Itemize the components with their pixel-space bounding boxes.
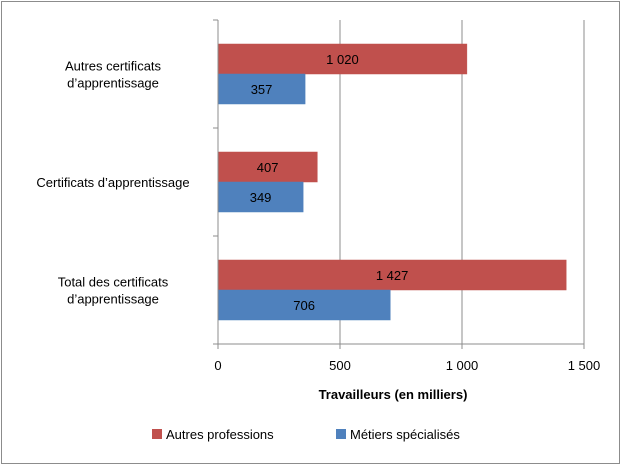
x-tick-label: 1 500 <box>568 358 601 373</box>
bar <box>217 259 567 291</box>
category-label: Autres certificats d’apprentissage <box>65 59 162 91</box>
bar-labels: 1 020 357 407 349 1 427 706 <box>250 52 409 313</box>
bar-value-label: 357 <box>251 82 273 97</box>
bar-value-label: 1 020 <box>326 52 359 67</box>
bar-value-label: 1 427 <box>376 268 409 283</box>
bar <box>217 289 391 321</box>
bars <box>217 43 567 321</box>
tick-labels: 0 500 1 000 1 500 <box>214 358 600 373</box>
bar-value-label: 706 <box>293 298 315 313</box>
bar <box>217 151 318 183</box>
x-tick-label: 0 <box>214 358 221 373</box>
legend-swatch <box>152 429 162 439</box>
legend-swatch <box>336 429 346 439</box>
x-axis-title: Travailleurs (en milliers) <box>319 387 468 402</box>
x-tick-label: 1 000 <box>446 358 479 373</box>
bar <box>217 181 304 213</box>
category-label: Total des certificats d’apprentissage <box>58 275 169 307</box>
bar-value-label: 349 <box>250 190 272 205</box>
bar <box>217 73 306 105</box>
bar-value-label: 407 <box>257 160 279 175</box>
legend: Autres professions Métiers spécialisés <box>152 427 460 442</box>
legend-label: Autres professions <box>166 427 274 442</box>
bar <box>217 43 468 75</box>
x-tick-label: 500 <box>329 358 351 373</box>
legend-label: Métiers spécialisés <box>350 427 460 442</box>
category-labels: Autres certificats d’apprentissage Certifi… <box>36 59 189 307</box>
axes <box>213 19 585 349</box>
category-label: Certificats d’apprentissage <box>36 175 189 190</box>
